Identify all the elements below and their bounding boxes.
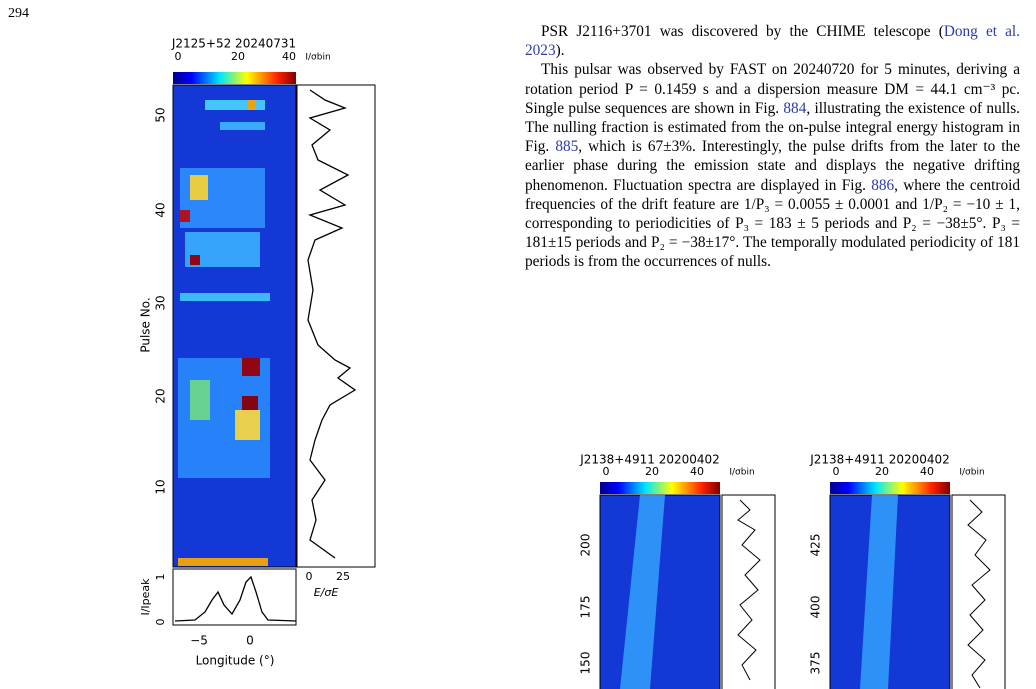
energy-label: E/σE [314,586,339,599]
figure-title: J2138+4911 20200402 [809,453,950,467]
colorbar-tick: 0 [603,465,610,478]
colorbar [830,482,950,494]
heatmap-features [178,100,270,566]
y-axis-label: Pulse No. [139,297,153,352]
bottom-figure: J2138+4911 20200402 0 20 40 I/σbin 200 1… [579,453,776,689]
paragraph: This pulsar was observed by FAST on 2024… [525,60,1020,271]
y-tick-label: 400 [809,596,823,619]
colorbar [173,72,296,84]
profile-panel [172,568,297,626]
colorbar-label: I/σbin [305,53,330,63]
energy-panel [721,494,776,689]
profile-y-tick: 1 [154,574,167,581]
y-tick-label: 175 [579,596,593,619]
drift-band [860,495,898,689]
colorbar-tick: 0 [175,50,182,63]
citation-link[interactable]: Dong et al. 2023 [525,23,1020,60]
colorbar-tick: 0 [833,465,840,478]
energy-panel [296,84,376,568]
text: PSR J2116+3701 was discovered by the CHI… [541,23,944,40]
colorbar-tick: 40 [282,50,296,63]
text-column: PSR J2116+3701 was discovered by the CHI… [525,22,1020,272]
page-number: 294 [8,6,29,21]
profile-y-label: I/Ipeak [139,578,152,616]
energy-tick: 25 [336,570,350,583]
y-tick-label: 200 [579,534,593,557]
drift-band [620,495,665,689]
y-tick-label: 40 [154,202,168,217]
profile-y-tick: 0 [154,619,167,626]
x-tick-label: 0 [246,634,254,648]
colorbar-tick: 40 [690,465,704,478]
text: , illustrating the existence of nulls. T… [525,99,1020,156]
bottom-figure: J2138+4911 20200402 0 20 40 I/σbin 425 4… [809,453,1006,689]
colorbar-tick: 20 [645,465,659,478]
figure-link[interactable]: 885 [555,138,579,156]
heatmap [173,85,296,567]
figure-title: J2138+4911 20200402 [579,453,720,467]
heatmap-frame [172,84,297,568]
text: , which is 67±3%. Interestingly, the pul… [525,138,1020,194]
paragraph: PSR J2116+3701 was discovered by the CHI… [525,22,1020,60]
x-tick-label: −5 [190,634,208,648]
colorbar-tick: 20 [875,465,889,478]
colorbar-tick: 20 [231,50,245,63]
text: ). [555,42,565,60]
colorbar-label: I/σbin [729,468,754,478]
x-axis-label: Longitude (°) [196,654,275,668]
y-tick-label: 10 [154,479,168,494]
colorbar-label: I/σbin [959,468,984,478]
text: This pulsar was observed by FAST on 2024… [525,61,1020,117]
y-tick-label: 20 [154,388,168,403]
energy-tick: 0 [306,570,313,583]
colorbar [600,482,720,494]
main-figure: J2125+52 20240731 0 20 40 I/σbin Pulse N… [139,37,376,668]
y-tick-label: 375 [809,652,823,675]
energy-panel [951,494,1006,689]
figure-link[interactable]: 886 [871,176,895,194]
y-tick-label: 50 [154,107,168,122]
figure-link[interactable]: 884 [783,99,807,117]
y-tick-label: 30 [154,295,168,310]
colorbar-tick: 40 [920,465,934,478]
y-tick-label: 425 [809,534,823,557]
text: , where the centroid frequencies of the … [525,176,1020,271]
y-tick-label: 150 [579,652,593,675]
figure-title: J2125+52 20240731 [171,37,296,51]
